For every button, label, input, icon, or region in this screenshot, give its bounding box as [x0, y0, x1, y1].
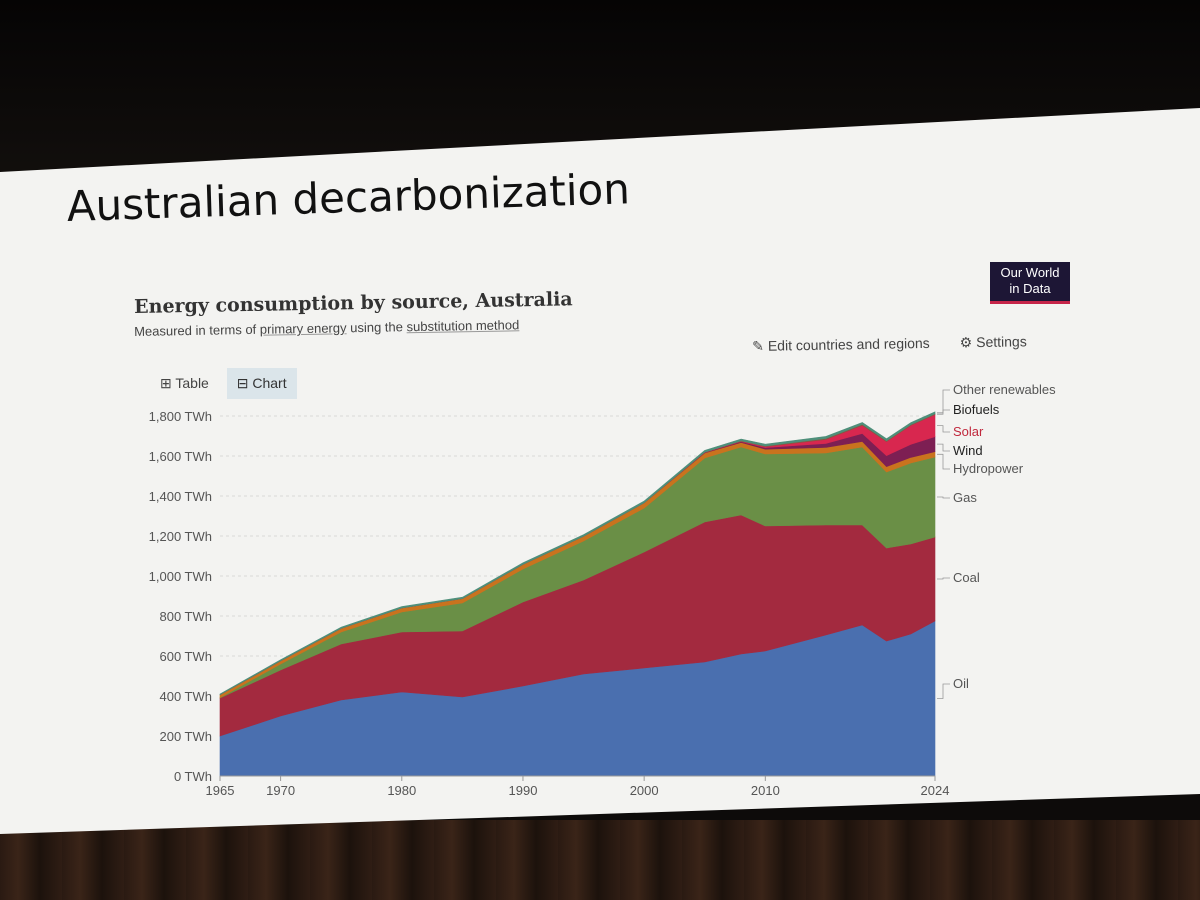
legend-leader-other-renewables — [937, 389, 950, 414]
legend-label-coal: Coal — [953, 570, 980, 585]
x-tick-label: 2024 — [921, 783, 950, 798]
x-tick-label: 1965 — [206, 783, 235, 798]
tab-chart-label: Chart — [252, 375, 287, 391]
y-tick-label: 600 TWh — [159, 649, 212, 664]
x-tick-label: 1970 — [266, 783, 295, 798]
legend-label-gas: Gas — [953, 490, 977, 505]
view-tabs: ⊞ Table ⊟ Chart — [150, 368, 301, 399]
y-tick-label: 800 TWh — [159, 609, 212, 624]
logo-line-2: in Data — [1009, 281, 1051, 296]
y-tick-label: 1,200 TWh — [149, 529, 212, 544]
legend-label-hydropower: Hydropower — [953, 461, 1024, 476]
legend-leader-hydropower — [937, 453, 950, 470]
y-tick-label: 200 TWh — [159, 729, 212, 744]
tab-table[interactable]: ⊞ Table — [150, 368, 219, 399]
y-tick-label: 1,800 TWh — [149, 409, 212, 424]
x-tick-label: 2010 — [751, 783, 780, 798]
area-other-renewables — [219, 411, 936, 696]
legend-label-wind: Wind — [953, 443, 983, 458]
owid-logo[interactable]: Our World in Data — [990, 262, 1070, 304]
legend-leader-oil — [937, 683, 950, 699]
y-tick-label: 1,600 TWh — [149, 449, 212, 464]
legend-leader-biofuels — [937, 409, 950, 415]
y-tick-label: 1,000 TWh — [149, 569, 212, 584]
legend-label-other-renewables: Other renewables — [953, 382, 1056, 397]
y-tick-label: 0 TWh — [174, 769, 212, 784]
chart-icon: ⊟ — [236, 375, 249, 391]
x-tick-label: 2000 — [630, 783, 659, 798]
tab-chart[interactable]: ⊟ Chart — [226, 368, 297, 399]
legend-layer: Oil Coal Gas Hydropower Wind Solar Biofuels Oth… — [937, 382, 1056, 699]
x-tick-label: 1980 — [387, 783, 416, 798]
legend-label-biofuels: Biofuels — [953, 402, 1000, 417]
y-tick-label: 400 TWh — [159, 689, 212, 704]
area-layer — [219, 411, 936, 777]
x-tick-label: 1990 — [509, 783, 538, 798]
table-icon: ⊞ — [160, 375, 172, 391]
tab-table-label: Table — [175, 375, 209, 391]
logo-line-1: Our World — [1000, 265, 1060, 280]
legend-leader-gas — [937, 496, 950, 499]
stage-curtain — [0, 820, 1200, 900]
legend-label-solar: Solar — [953, 424, 984, 439]
legend-leader-solar — [937, 425, 950, 433]
y-tick-label: 1,400 TWh — [149, 489, 212, 504]
legend-leader-wind — [937, 443, 950, 452]
axis-layer: 0 TWh 200 TWh 400 TWh 600 TWh 800 TWh 1,000 T… — [149, 409, 950, 798]
legend-leader-coal — [937, 577, 950, 580]
legend-label-oil: Oil — [953, 676, 969, 691]
